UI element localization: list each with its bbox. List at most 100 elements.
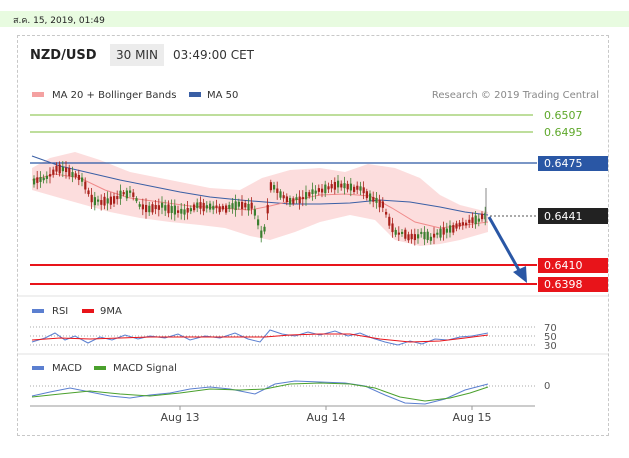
candle-body — [253, 209, 256, 216]
candle-body — [90, 194, 93, 203]
candle-body — [129, 190, 132, 193]
x-label-aug15: Aug 15 — [453, 411, 492, 424]
rsi-tick-50: 50 — [544, 332, 557, 343]
candle-body — [394, 229, 397, 235]
candle-body — [231, 203, 234, 209]
candle-body — [68, 167, 71, 177]
candle-body — [116, 196, 119, 200]
candle-body — [141, 204, 144, 210]
candle-body — [343, 183, 346, 189]
candle-body — [161, 202, 164, 208]
candle-body — [311, 189, 314, 194]
candle-body — [33, 178, 36, 185]
candle-body — [410, 233, 413, 240]
candle-body — [52, 169, 55, 175]
candle-body — [481, 213, 484, 220]
ma50-legend-swatch — [189, 92, 201, 97]
candle-body — [148, 205, 151, 213]
candle-body — [327, 186, 330, 190]
candle-body — [225, 205, 228, 213]
candle-body — [452, 225, 455, 233]
candle-body — [484, 212, 487, 220]
candle-body — [65, 167, 68, 173]
candle-body — [84, 181, 87, 190]
candle-body — [417, 234, 420, 239]
candle-body — [273, 185, 276, 190]
candle-body — [257, 219, 260, 226]
candle-body — [237, 201, 240, 207]
candle-body — [330, 184, 333, 189]
candle-body — [295, 197, 298, 200]
candle-body — [391, 223, 394, 233]
candle-body — [426, 231, 429, 240]
candle-body — [413, 234, 416, 241]
candle-body — [356, 185, 359, 190]
candle-body — [369, 193, 372, 202]
candle-body — [362, 187, 365, 194]
level-label-0-6495: 0.6495 — [544, 126, 583, 139]
candle-body — [154, 204, 157, 210]
rsi-line — [31, 329, 489, 346]
candle-body — [263, 226, 266, 232]
candle-body — [333, 181, 336, 190]
candle-body — [122, 192, 125, 195]
rsi-ma-legend-swatch — [82, 309, 94, 313]
bollinger-band — [32, 152, 488, 246]
candle-body — [381, 201, 384, 208]
candle-body — [436, 232, 439, 235]
candle-body — [193, 204, 196, 211]
candle-body — [445, 228, 448, 233]
timeframe-badge[interactable]: 30 MIN — [110, 44, 164, 66]
candle-body — [138, 204, 141, 207]
candle-body — [449, 225, 452, 233]
candle-body — [314, 190, 317, 194]
candle-body — [372, 197, 375, 202]
candle-body — [180, 208, 183, 214]
timestamp-bar: ส.ค. 15, 2019, 01:49 — [0, 11, 629, 27]
level-tag-0-6475 — [538, 156, 608, 171]
candle-body — [250, 202, 253, 209]
candle-body — [186, 207, 189, 213]
candle-body — [218, 206, 221, 213]
ma20-legend-swatch — [32, 92, 44, 97]
rsi-ma-line — [31, 333, 489, 343]
candle-body — [36, 177, 39, 183]
candle-body — [429, 236, 432, 241]
candle-body — [337, 180, 340, 188]
candle-body — [465, 222, 468, 226]
candle-body — [183, 209, 186, 215]
candle-body — [103, 196, 106, 206]
candle-body — [135, 198, 138, 202]
candle-body — [49, 174, 52, 177]
candle-body — [260, 230, 263, 238]
candle-body — [164, 205, 167, 211]
candle-body — [324, 184, 327, 194]
candle-body — [55, 165, 58, 172]
candle-body — [458, 222, 461, 227]
candle-body — [97, 199, 100, 202]
price-candles — [33, 160, 487, 246]
candle-body — [378, 199, 381, 208]
level-label-0-6410: 0.6410 — [544, 259, 583, 272]
candle-body — [74, 173, 77, 177]
ma20-line — [31, 173, 489, 229]
candle-body — [215, 205, 218, 208]
ma20-legend-label: MA 20 + Bollinger Bands — [52, 90, 176, 101]
current-price-label: 0.6441 — [544, 210, 583, 223]
candle-body — [167, 204, 170, 214]
rsi-legend-label: RSI — [52, 306, 68, 317]
candle-body — [199, 202, 202, 209]
level-tag-0-6398 — [538, 277, 608, 292]
candle-body — [407, 234, 410, 241]
candle-body — [202, 202, 205, 212]
candle-body — [468, 219, 471, 223]
candle-body — [298, 196, 301, 204]
candle-body — [173, 205, 176, 215]
timestamp-text: ส.ค. 15, 2019, 01:49 — [13, 16, 105, 26]
candle-body — [401, 231, 404, 234]
candle-body — [276, 188, 279, 193]
candle-body — [177, 210, 180, 213]
chart-frame — [17, 35, 609, 436]
candle-body — [423, 231, 426, 240]
rsi-tick-30: 30 — [544, 341, 557, 352]
